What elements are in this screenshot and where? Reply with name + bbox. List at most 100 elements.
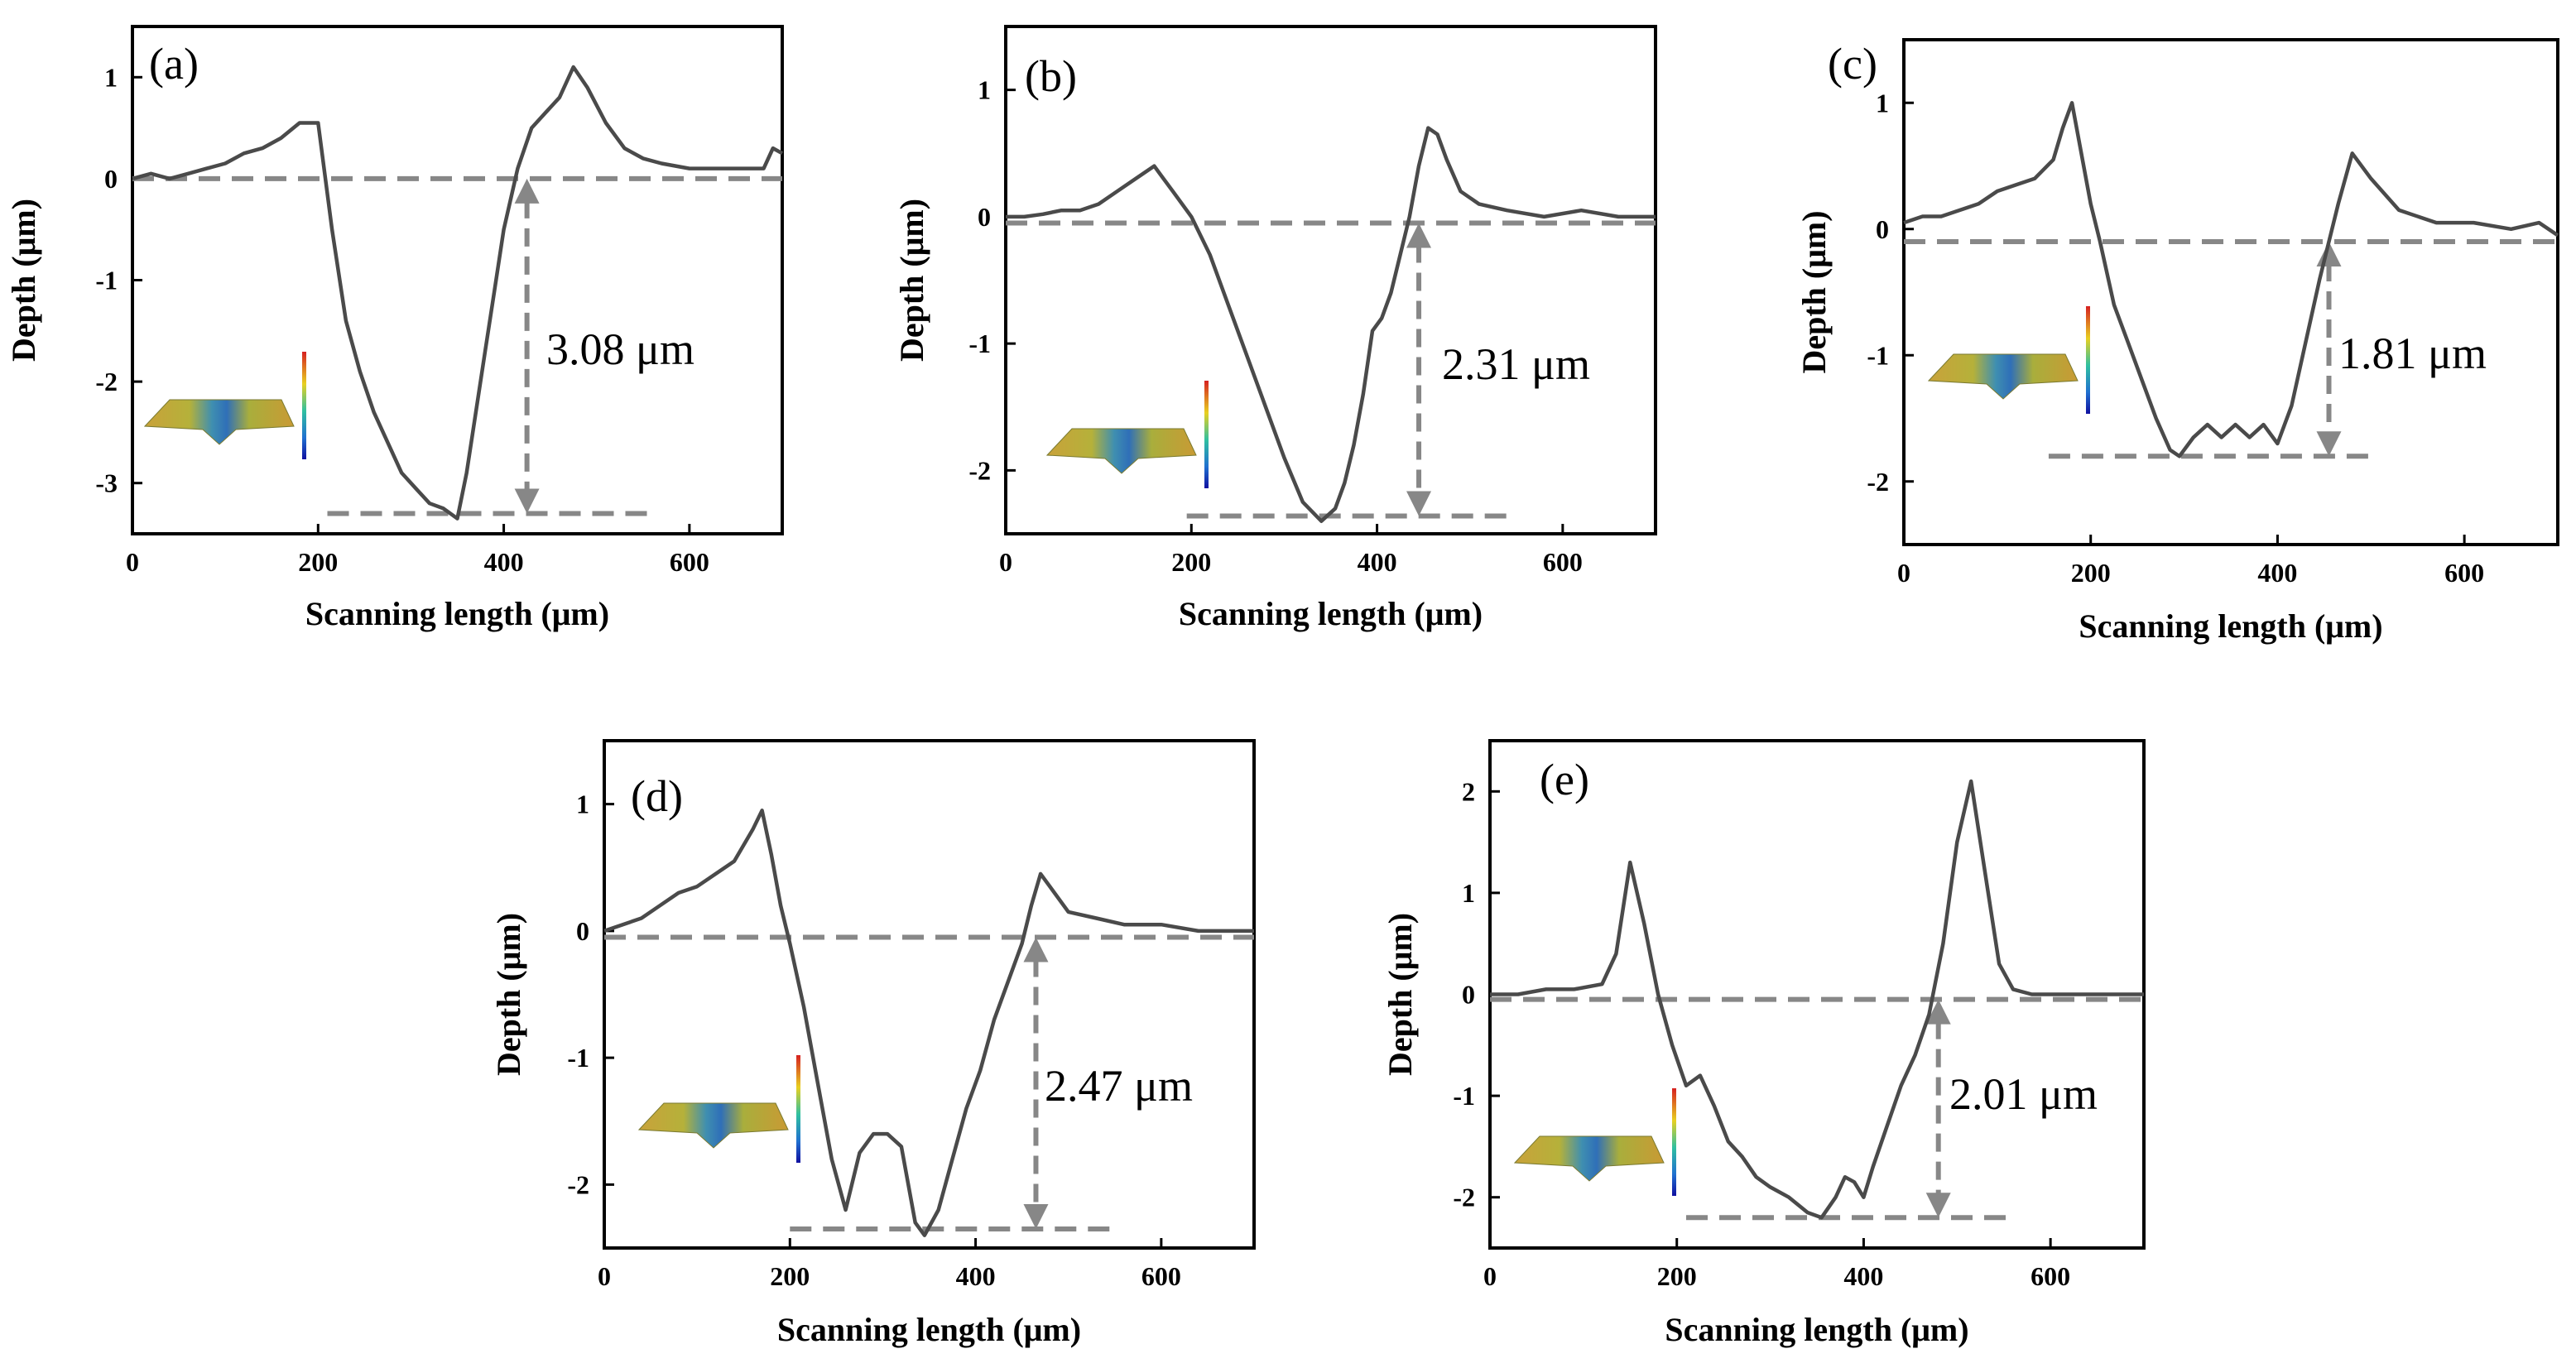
- y-tick-label: -2: [567, 1169, 589, 1199]
- arrow-head-down: [2316, 431, 2342, 457]
- colorbar: [302, 352, 306, 459]
- x-axis-title: Scanning length (μm): [1179, 595, 1483, 632]
- colorbar: [796, 1055, 800, 1163]
- x-tick-label: 0: [126, 547, 139, 577]
- arrow-head-up: [514, 178, 540, 204]
- depth-annotation: 2.47 μm: [1045, 1061, 1193, 1111]
- profile-line: [1490, 779, 2144, 1220]
- colorbar: [1672, 1088, 1676, 1196]
- surface-shape: [1513, 1135, 1665, 1182]
- y-axis-title: Depth (μm): [1382, 913, 1419, 1076]
- x-tick-label: 600: [1141, 1261, 1181, 1291]
- y-axis-title: Depth (μm): [1795, 210, 1833, 373]
- x-axis-title: Scanning length (μm): [777, 1311, 1081, 1348]
- panel-c: 0 200 400 600 1 0 -1 -2 Scanning length (μm) Dept…: [1795, 38, 2559, 645]
- arrow-head-up: [1023, 937, 1049, 962]
- x-tick-label: 400: [484, 547, 524, 577]
- x-axis-title: Scanning length (μm): [305, 595, 609, 632]
- panel-label: (d): [631, 771, 683, 821]
- y-tick-label: -1: [1867, 340, 1889, 370]
- y-tick-label: 0: [1462, 980, 1475, 1010]
- plot-frame: [1004, 25, 1657, 535]
- panel-label: (c): [1828, 39, 1877, 89]
- x-axis-title: Scanning length (μm): [2079, 607, 2382, 645]
- y-axis-title: Depth (μm): [490, 913, 527, 1076]
- arrow-head-down: [1406, 491, 1432, 516]
- panel-d: 0 200 400 600 1 0 -1 -2 Scanning length (μm) Dept…: [490, 739, 1256, 1348]
- y-tick-label: -2: [968, 455, 991, 485]
- y-tick-label: 1: [104, 62, 118, 92]
- plot-frame: [1902, 38, 2559, 546]
- x-tick-label: 600: [1543, 547, 1583, 577]
- arrow-head-down: [514, 488, 540, 514]
- y-tick-label: 1: [978, 75, 991, 105]
- x-tick-label: 200: [770, 1261, 810, 1291]
- x-tick-label: 400: [1843, 1261, 1883, 1291]
- x-tick-label: 200: [1657, 1261, 1697, 1291]
- x-tick-label: 200: [1171, 547, 1211, 577]
- x-axis-title: Scanning length (μm): [1665, 1311, 1968, 1348]
- colorbar: [2086, 306, 2090, 414]
- y-tick-label: 1: [1876, 88, 1889, 118]
- y-tick-label: -1: [968, 329, 991, 358]
- x-tick-label: 0: [1483, 1261, 1497, 1291]
- panel-label: (a): [149, 39, 199, 89]
- inset-3d-surface-thumbnail: [1927, 306, 2090, 414]
- plot-frame: [131, 25, 784, 535]
- profile-line: [1006, 126, 1656, 523]
- panel-label: (b): [1025, 51, 1077, 101]
- y-tick-label: 2: [1462, 776, 1475, 806]
- inset-3d-surface-thumbnail: [143, 352, 306, 459]
- x-tick-label: 400: [1358, 547, 1397, 577]
- x-tick-label: 0: [598, 1261, 611, 1291]
- y-axis-title: Depth (μm): [893, 199, 930, 362]
- x-tick-label: 0: [999, 547, 1012, 577]
- x-tick-label: 400: [956, 1261, 996, 1291]
- y-tick-label: 1: [1462, 878, 1475, 908]
- panel-label: (e): [1540, 755, 1589, 804]
- profile-line: [1903, 101, 2559, 458]
- x-tick-label: 400: [2257, 558, 2297, 588]
- surface-shape: [143, 399, 295, 445]
- colorbar: [1204, 381, 1209, 488]
- y-tick-label: -2: [1867, 467, 1889, 497]
- panel-a: 0 200 400 600 1 0 -1 -2 -3 Scanning length (μm) De…: [5, 25, 784, 632]
- inset-3d-surface-thumbnail: [1513, 1088, 1676, 1196]
- surface-shape: [1927, 353, 2079, 400]
- x-tick-label: 200: [298, 547, 338, 577]
- y-tick-label: 0: [104, 164, 118, 194]
- y-tick-label: -1: [567, 1043, 589, 1073]
- inset-3d-surface-thumbnail: [637, 1055, 800, 1163]
- panel-e: 0 200 400 600 2 1 0 -1 -2 Scanning length (μm) Dep…: [1382, 739, 2146, 1348]
- y-tick-label: 1: [576, 790, 589, 819]
- profile-line: [132, 65, 784, 521]
- y-tick-label: -1: [95, 266, 118, 295]
- panel-b: 0 200 400 600 1 0 -1 -2 Scanning length (μm) Dept…: [893, 25, 1657, 632]
- y-axis-title: Depth (μm): [5, 199, 42, 362]
- y-tick-label: -1: [1453, 1081, 1475, 1111]
- x-tick-label: 0: [1897, 558, 1910, 588]
- arrow-head-up: [1406, 223, 1432, 248]
- y-tick-label: -2: [95, 367, 118, 396]
- x-tick-label: 200: [2071, 558, 2111, 588]
- inset-3d-surface-thumbnail: [1045, 381, 1209, 488]
- x-tick-label: 600: [2031, 1261, 2070, 1291]
- y-tick-label: 0: [1876, 214, 1889, 244]
- y-tick-label: 0: [978, 202, 991, 232]
- arrow-head-down: [1925, 1193, 1951, 1218]
- depth-annotation: 2.01 μm: [1949, 1069, 2098, 1119]
- x-tick-label: 600: [670, 547, 709, 577]
- arrow-head-down: [1023, 1204, 1049, 1230]
- surface-shape: [637, 1102, 789, 1149]
- depth-annotation: 2.31 μm: [1442, 339, 1590, 389]
- plot-frame: [603, 739, 1256, 1250]
- y-tick-label: 0: [576, 916, 589, 946]
- x-tick-label: 600: [2444, 558, 2484, 588]
- y-tick-label: -2: [1453, 1183, 1475, 1212]
- depth-annotation: 3.08 μm: [546, 324, 694, 374]
- surface-shape: [1045, 428, 1197, 474]
- arrow-head-up: [1925, 999, 1951, 1025]
- profile-line: [603, 809, 1254, 1237]
- depth-annotation: 1.81 μm: [2338, 329, 2487, 378]
